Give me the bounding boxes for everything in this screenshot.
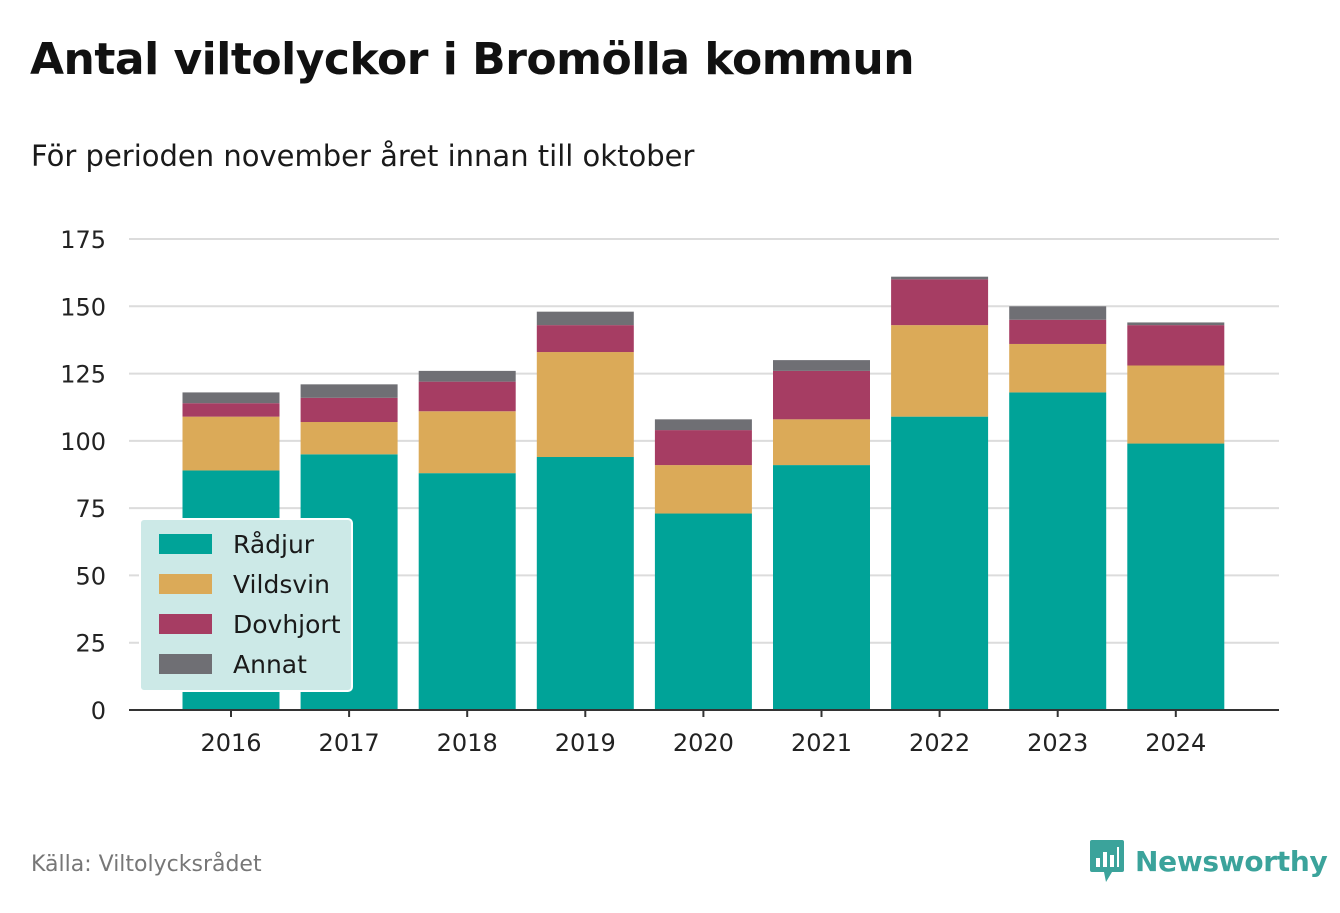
bar-segment-dovhjort-2022 bbox=[891, 279, 989, 326]
bar-segment-annat-2019 bbox=[536, 311, 634, 326]
bar-segment-vildsvin-2018 bbox=[418, 411, 516, 474]
x-tick-label: 2020 bbox=[673, 729, 734, 757]
bar-segment-dovhjort-2021 bbox=[773, 370, 870, 420]
chart-title: Antal viltolyckor i Bromölla kommun bbox=[30, 34, 915, 85]
bar-segment-rådjur-2024 bbox=[1127, 443, 1225, 710]
bar-segment-dovhjort-2016 bbox=[182, 403, 280, 417]
brand-name: Newsworthy bbox=[1135, 844, 1328, 878]
legend-swatch-rådjur bbox=[159, 534, 212, 554]
y-tick-label: 50 bbox=[75, 562, 106, 590]
legend-label-rådjur: Rådjur bbox=[233, 530, 315, 559]
newsworthy-logo-icon bbox=[1090, 840, 1124, 882]
y-tick-label: 175 bbox=[60, 226, 106, 254]
bar-segment-annat-2017 bbox=[300, 384, 398, 398]
bar-segment-rådjur-2021 bbox=[773, 465, 870, 710]
bar-segment-annat-2022 bbox=[891, 276, 989, 280]
bar-segment-vildsvin-2016 bbox=[182, 416, 280, 471]
legend-box bbox=[139, 518, 353, 692]
bar-segment-annat-2024 bbox=[1127, 322, 1225, 326]
y-tick-label: 150 bbox=[60, 293, 106, 321]
bar-segment-rådjur-2018 bbox=[418, 473, 516, 710]
chart-subtitle: För perioden november året innan till ok… bbox=[31, 139, 695, 173]
bar-segment-annat-2016 bbox=[182, 392, 280, 404]
legend-swatch-vildsvin bbox=[159, 574, 212, 594]
legend-swatch-dovhjort bbox=[159, 614, 212, 634]
bar-segment-dovhjort-2020 bbox=[654, 430, 752, 466]
bar-segment-vildsvin-2023 bbox=[1009, 343, 1107, 393]
x-tick-label: 2018 bbox=[437, 729, 498, 757]
bar-segment-vildsvin-2024 bbox=[1127, 365, 1225, 444]
x-tick-label: 2024 bbox=[1145, 729, 1206, 757]
bar-segment-vildsvin-2021 bbox=[773, 419, 870, 466]
bar-segment-dovhjort-2017 bbox=[300, 397, 398, 423]
bar-segment-rådjur-2019 bbox=[536, 457, 634, 710]
legend-label-annat: Annat bbox=[233, 650, 307, 679]
bar-segment-vildsvin-2020 bbox=[654, 465, 752, 514]
x-tick-label: 2017 bbox=[319, 729, 380, 757]
bar-segment-rådjur-2020 bbox=[654, 513, 752, 710]
bar-segment-annat-2020 bbox=[654, 419, 752, 431]
y-tick-label: 100 bbox=[60, 428, 106, 456]
newsworthy-logo[interactable]: Newsworthy bbox=[1089, 838, 1328, 884]
bar-segment-dovhjort-2018 bbox=[418, 381, 516, 412]
x-tick-label: 2023 bbox=[1027, 729, 1088, 757]
bar-segment-vildsvin-2022 bbox=[891, 325, 989, 417]
source-note: Källa: Viltolycksrådet bbox=[31, 852, 262, 877]
bar-segment-annat-2021 bbox=[773, 360, 870, 371]
legend-label-dovhjort: Dovhjort bbox=[233, 610, 341, 639]
bar-segment-rådjur-2022 bbox=[891, 416, 989, 710]
x-tick-label: 2021 bbox=[791, 729, 852, 757]
bar-segment-dovhjort-2023 bbox=[1009, 319, 1107, 344]
legend-swatch-annat bbox=[159, 654, 212, 674]
legend-label-vildsvin: Vildsvin bbox=[233, 570, 330, 599]
legend: Rådjur Vildsvin Dovhjort Annat bbox=[139, 518, 353, 692]
x-tick-label: 2016 bbox=[200, 729, 261, 757]
y-tick-label: 0 bbox=[91, 697, 106, 725]
y-tick-label: 25 bbox=[75, 630, 106, 658]
bar-segment-rådjur-2023 bbox=[1009, 392, 1107, 710]
y-tick-label: 125 bbox=[60, 361, 106, 389]
y-tick-label: 75 bbox=[75, 495, 106, 523]
bar-segment-dovhjort-2019 bbox=[536, 325, 634, 353]
bar-segment-dovhjort-2024 bbox=[1127, 325, 1225, 366]
bar-segment-annat-2023 bbox=[1009, 306, 1107, 320]
bar-segment-vildsvin-2019 bbox=[536, 352, 634, 458]
bar-segment-vildsvin-2017 bbox=[300, 422, 398, 455]
bar-segment-annat-2018 bbox=[418, 370, 516, 382]
x-tick-label: 2022 bbox=[909, 729, 970, 757]
x-tick-label: 2019 bbox=[555, 729, 616, 757]
